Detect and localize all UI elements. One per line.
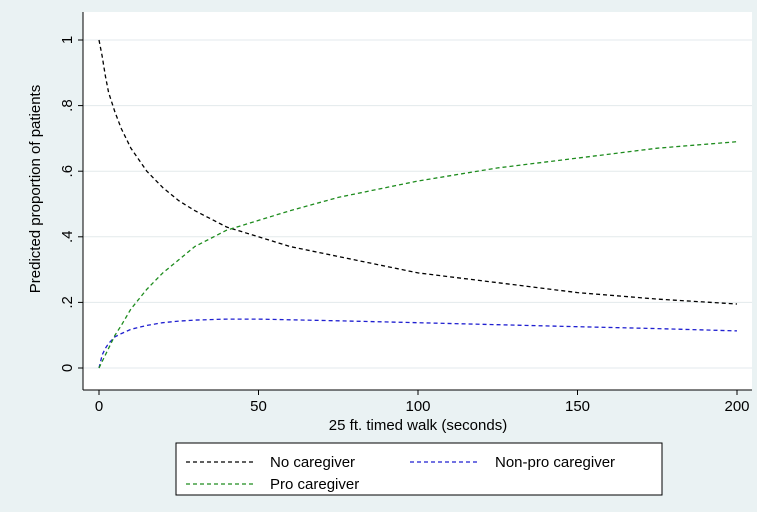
legend-item-no-caregiver: No caregiver: [186, 454, 355, 471]
legend-box: [175, 442, 663, 496]
y-tick-label: .2: [59, 296, 76, 309]
x-tick-label: 150: [565, 398, 590, 415]
legend-item-non-pro-caregiver: Non-pro caregiver: [410, 454, 615, 471]
y-tick-label: 0: [59, 364, 76, 372]
x-tick-label: 50: [250, 398, 267, 415]
series-line-non-pro-caregiver: [98, 318, 738, 369]
series-line-no-caregiver: [98, 39, 738, 305]
y-tick-label: 1: [59, 36, 76, 44]
legend: No caregiver Non-pro caregiver Pro careg…: [175, 442, 663, 496]
x-axis-ticks: 0 50 100 150 200: [95, 390, 750, 415]
y-tick-label: .4: [59, 231, 76, 244]
plot-area: [83, 12, 752, 390]
x-tick-label: 200: [724, 398, 749, 415]
x-axis-label: 25 ft. timed walk (seconds): [329, 417, 507, 434]
x-tick-label: 0: [95, 398, 103, 415]
legend-item-pro-caregiver: Pro caregiver: [186, 476, 359, 493]
y-axis-label: Predicted proportion of patients: [27, 85, 44, 293]
legend-label-no-caregiver: No caregiver: [270, 454, 355, 471]
y-tick-label: .6: [59, 165, 76, 178]
legend-label-non-pro-caregiver: Non-pro caregiver: [495, 454, 615, 471]
series-lines: [98, 39, 738, 369]
legend-label-pro-caregiver: Pro caregiver: [270, 476, 359, 493]
grid-lines: [83, 39, 752, 369]
y-axis-ticks: 0 .2 .4 .6 .8 1: [59, 36, 83, 372]
series-line-pro-caregiver: [98, 141, 738, 369]
x-tick-label: 100: [405, 398, 430, 415]
y-tick-label: .8: [59, 99, 76, 112]
